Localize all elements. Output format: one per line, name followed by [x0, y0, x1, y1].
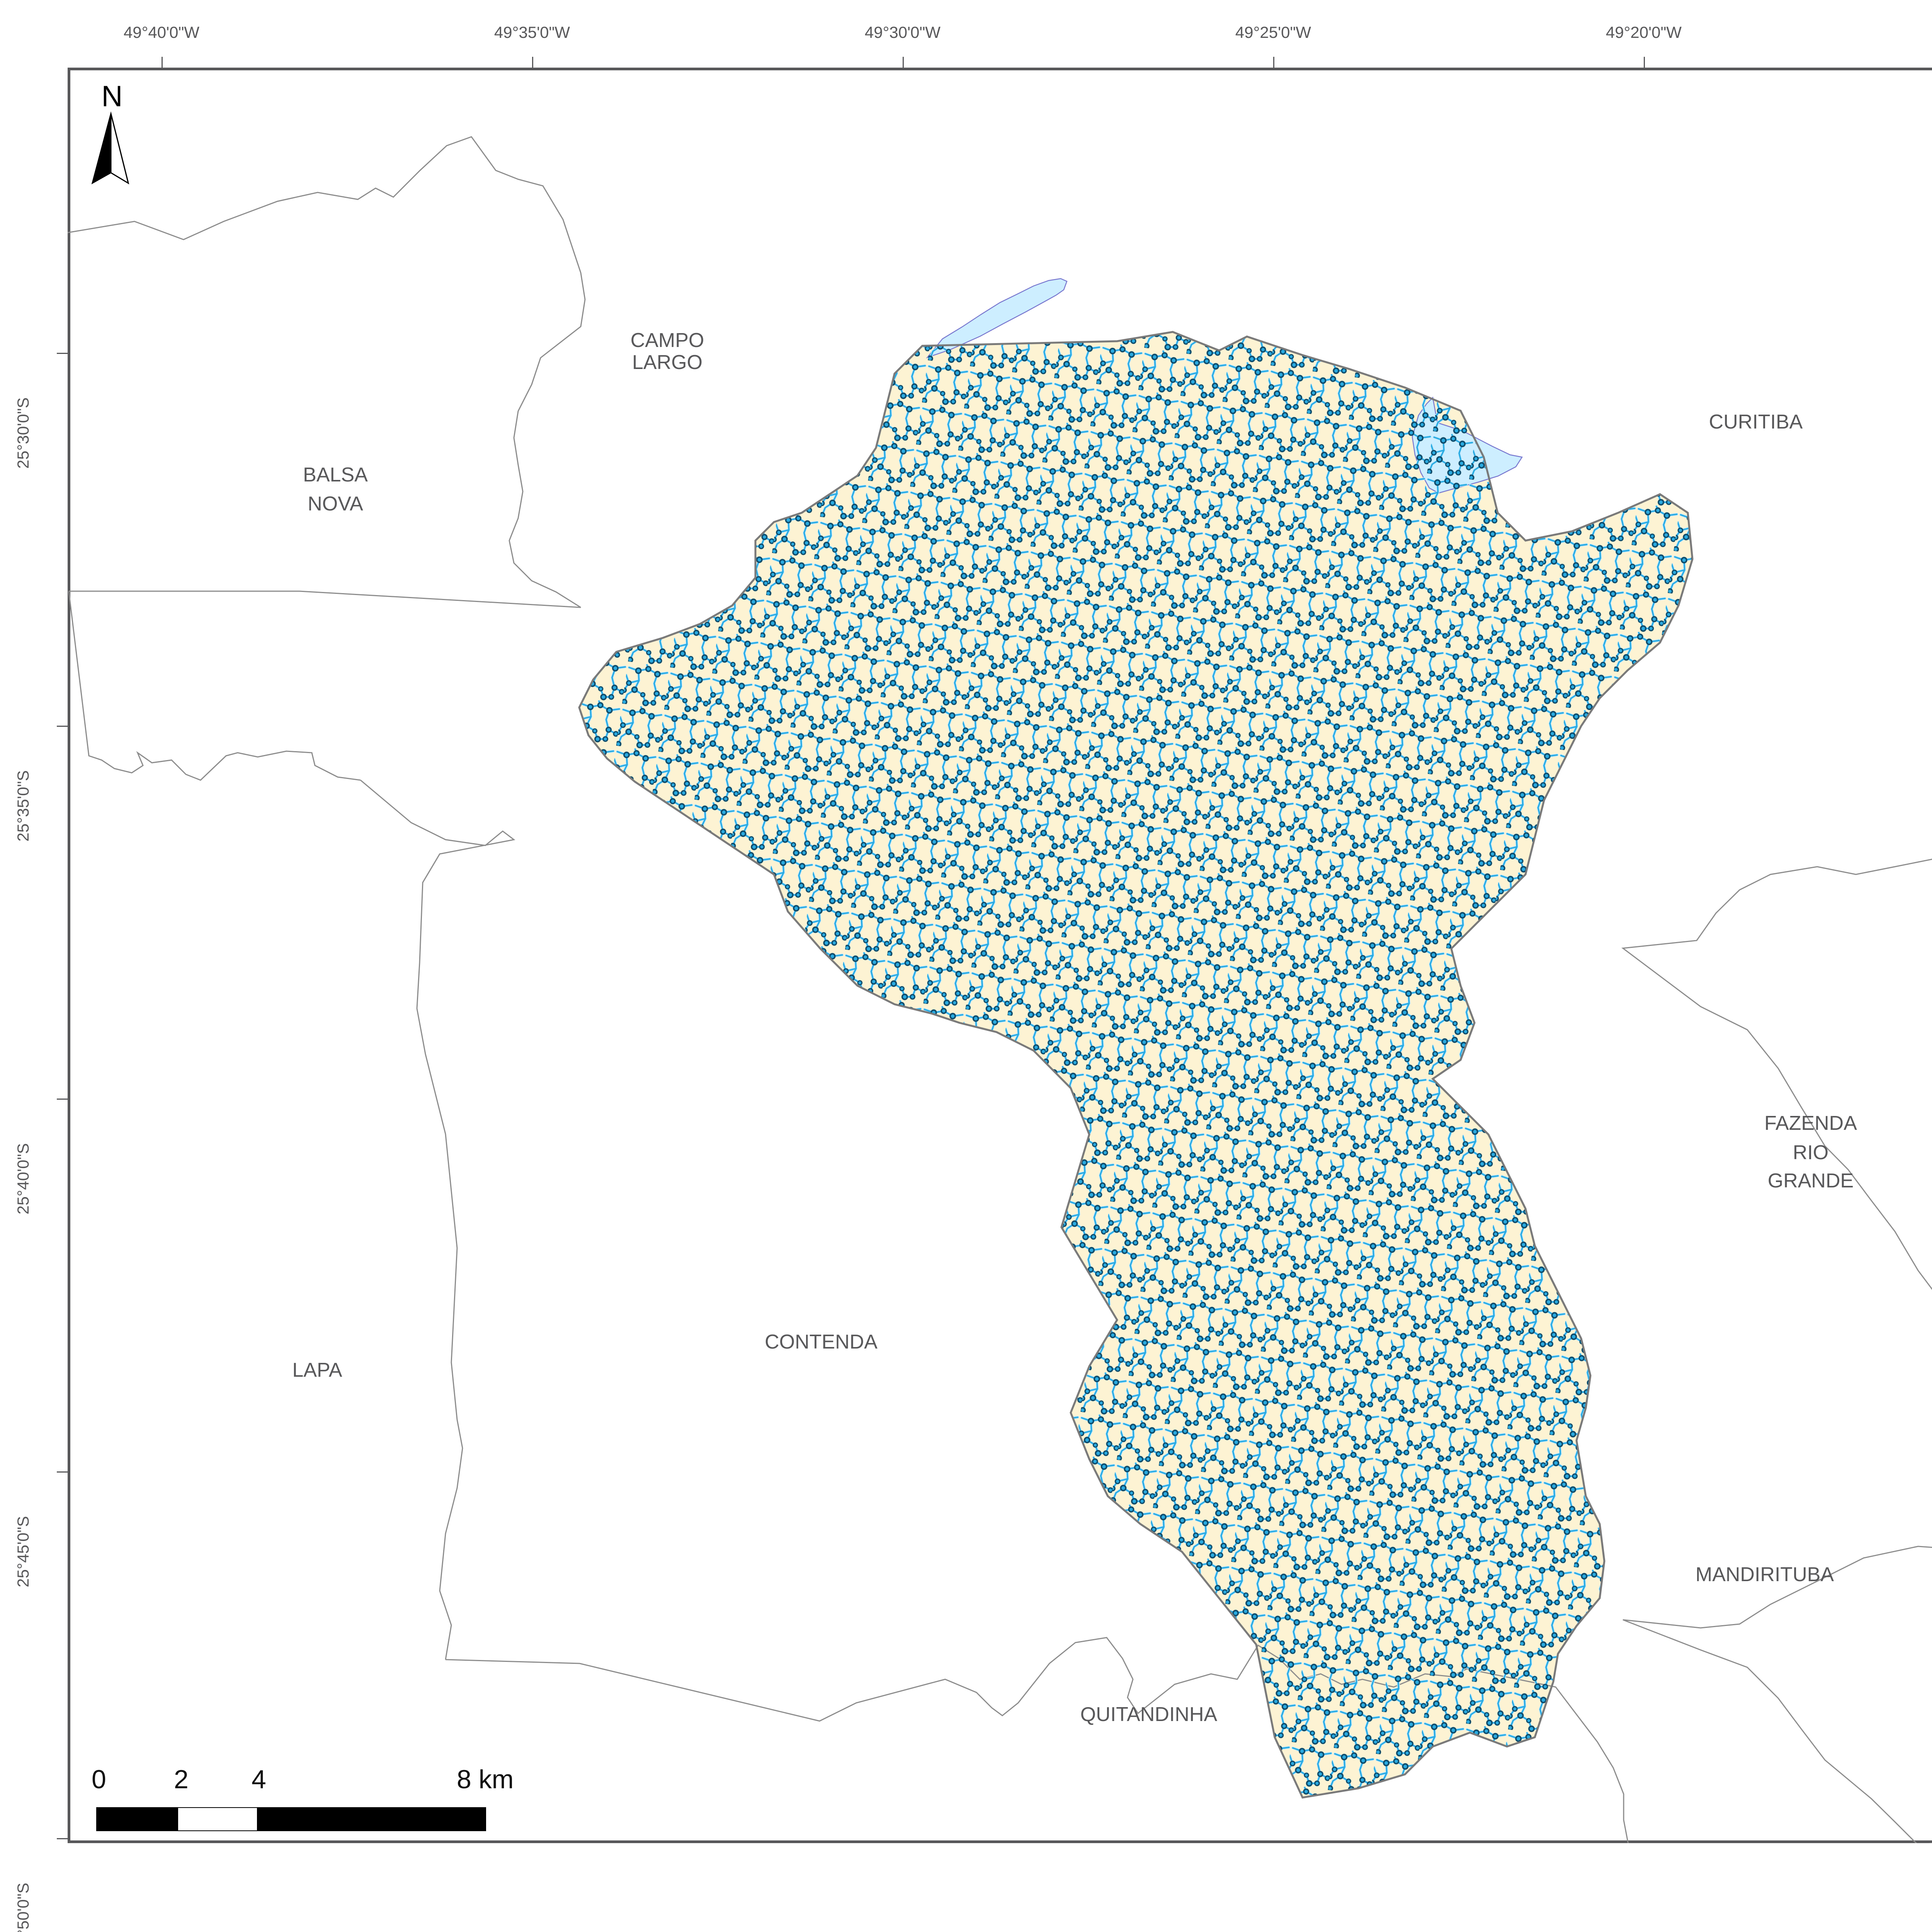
svg-text:CONTENDA: CONTENDA	[765, 1331, 878, 1353]
svg-text:QUITANDINHA: QUITANDINHA	[1080, 1703, 1218, 1726]
svg-text:LARGO: LARGO	[632, 351, 702, 374]
svg-text:BALSA: BALSA	[303, 464, 368, 486]
svg-text:RIO: RIO	[1793, 1141, 1828, 1164]
svg-text:LAPA: LAPA	[292, 1359, 342, 1381]
svg-text:CURITIBA: CURITIBA	[1709, 411, 1803, 433]
svg-text:FAZENDA: FAZENDA	[1764, 1112, 1857, 1134]
svg-text:MANDIRITUBA: MANDIRITUBA	[1696, 1563, 1834, 1586]
svg-text:NOVA: NOVA	[308, 493, 363, 515]
svg-text:CAMPO: CAMPO	[631, 329, 704, 352]
svg-text:GRANDE: GRANDE	[1768, 1170, 1854, 1192]
